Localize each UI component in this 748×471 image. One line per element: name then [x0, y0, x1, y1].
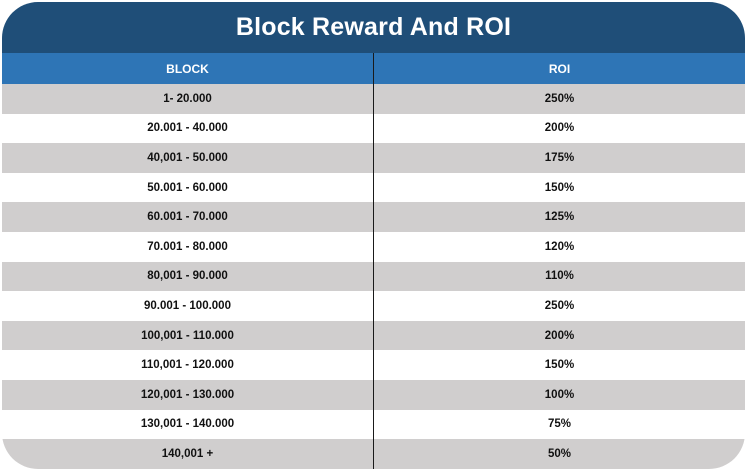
block-range-cell: 1- 20.000: [2, 84, 374, 114]
roi-cell: 125%: [544, 211, 575, 224]
roi-cell: 120%: [544, 240, 575, 253]
table-row: 130,001 - 140.000 75%: [2, 409, 745, 440]
table-title: Block Reward And ROI: [2, 2, 745, 53]
table-row: 80,001 - 90.000 110%: [2, 261, 745, 292]
block-range-cell: 100,001 - 110.000: [2, 320, 374, 351]
roi-cell: 150%: [544, 181, 575, 194]
roi-cell: 250%: [544, 92, 575, 105]
roi-cell: 75%: [547, 418, 572, 431]
roi-cell: 50%: [547, 447, 572, 460]
header-block: BLOCK: [2, 53, 374, 84]
block-range-cell: 70.001 - 80.000: [2, 231, 374, 262]
table-row: 110,001 - 120.000 150%: [2, 350, 745, 380]
table-row: 1- 20.000 250%: [2, 84, 745, 114]
table-header-row: BLOCK ROI: [2, 53, 745, 84]
block-range-cell: 50.001 - 60.000: [2, 172, 374, 203]
table-row: 20.001 - 40.000 200%: [2, 113, 745, 144]
block-range-cell: 80,001 - 90.000: [2, 261, 374, 292]
block-range-cell: 60.001 - 70.000: [2, 202, 374, 232]
roi-cell: 200%: [544, 329, 575, 342]
roi-cell: 200%: [544, 122, 575, 135]
roi-cell: 175%: [544, 151, 575, 164]
block-range-cell: 120,001 - 130.000: [2, 379, 374, 410]
table-row: 120,001 - 130.000 100%: [2, 379, 745, 410]
table-row: 100,001 - 110.000 200%: [2, 320, 745, 351]
table-row: 40,001 - 50.000 175%: [2, 143, 745, 173]
block-range-cell: 110,001 - 120.000: [2, 350, 374, 380]
roi-cell: 100%: [544, 388, 575, 401]
table-row: 90.001 - 100.000 250%: [2, 291, 745, 321]
table-row: 70.001 - 80.000 120%: [2, 231, 745, 262]
roi-cell: 110%: [545, 270, 574, 283]
block-range-cell: 130,001 - 140.000: [2, 409, 374, 440]
block-range-cell: 40,001 - 50.000: [2, 143, 374, 173]
header-roi: ROI: [548, 61, 571, 76]
table-row: 140,001 + 50%: [2, 439, 745, 469]
table-row: 50.001 - 60.000 150%: [2, 172, 745, 203]
roi-cell: 150%: [544, 359, 575, 372]
table-body: 1- 20.000 250% 20.001 - 40.000 200% 40,0…: [2, 84, 745, 469]
roi-cell: 250%: [544, 299, 575, 312]
block-range-cell: 140,001 +: [2, 439, 374, 469]
table-row: 60.001 - 70.000 125%: [2, 202, 745, 232]
block-range-cell: 20.001 - 40.000: [2, 113, 374, 144]
block-range-cell: 90.001 - 100.000: [2, 291, 374, 321]
